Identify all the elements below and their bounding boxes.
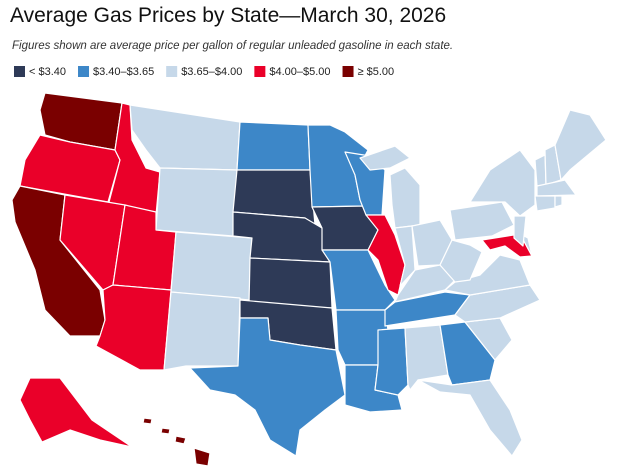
- state: [95, 284, 172, 371]
- state: [389, 167, 421, 229]
- state: [417, 379, 523, 457]
- state: [321, 249, 396, 311]
- states: [11, 92, 607, 467]
- state: [248, 257, 333, 309]
- state: [374, 327, 409, 396]
- legend-label: ≥ $5.00: [358, 66, 395, 78]
- state: [365, 214, 406, 296]
- state: [129, 104, 241, 171]
- state: [189, 317, 346, 457]
- state: [554, 195, 563, 208]
- title: Average Gas Prices by State—March 30, 20…: [10, 4, 446, 27]
- legend-label: $3.40–$3.65: [93, 66, 154, 78]
- state: [394, 225, 416, 287]
- state: [193, 447, 211, 467]
- state: [554, 109, 607, 181]
- state: [513, 215, 527, 247]
- legend: < $3.40 $3.40–$3.65 $3.65–$4.00 $4.00–$5.00…: [14, 66, 394, 78]
- state: [170, 231, 253, 301]
- state: [449, 201, 515, 241]
- state: [160, 427, 171, 435]
- legend-label: < $3.40: [29, 66, 66, 78]
- legend-swatch: [78, 66, 90, 77]
- state: [534, 154, 547, 187]
- legend-swatch: [342, 66, 354, 77]
- state: [155, 167, 238, 237]
- state: [359, 145, 411, 171]
- state: [236, 121, 311, 171]
- legend-label: $3.65–$4.00: [181, 66, 242, 78]
- legend-swatch: [254, 66, 266, 77]
- state: [174, 435, 187, 445]
- state: [163, 291, 241, 371]
- state: [536, 179, 577, 197]
- state: [19, 377, 133, 448]
- state: [534, 195, 556, 212]
- state: [439, 239, 483, 283]
- state: [142, 417, 153, 425]
- legend-swatch: [166, 66, 178, 77]
- state: [469, 149, 536, 217]
- legend-swatch: [14, 66, 25, 77]
- legend-label: $4.00–$5.00: [269, 66, 330, 78]
- subtitle: Figures shown are average price per gall…: [12, 40, 453, 52]
